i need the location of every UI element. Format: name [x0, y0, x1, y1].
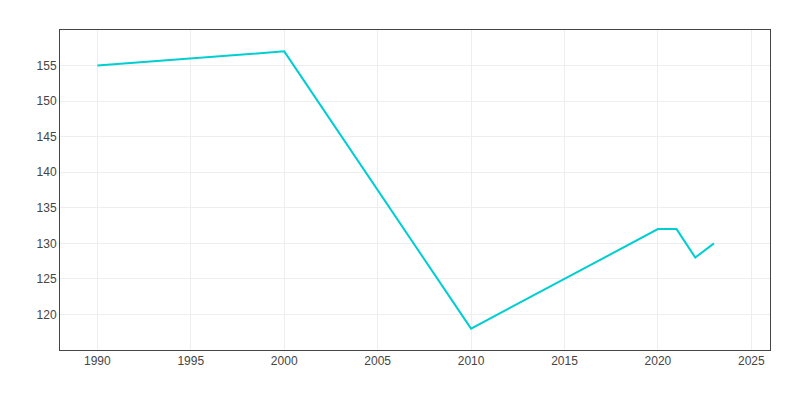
svg-text:2000: 2000	[271, 354, 298, 368]
svg-text:140: 140	[37, 165, 57, 179]
svg-text:125: 125	[37, 272, 57, 286]
svg-text:155: 155	[37, 59, 57, 73]
svg-text:2015: 2015	[551, 354, 578, 368]
svg-text:1995: 1995	[177, 354, 204, 368]
svg-text:150: 150	[37, 94, 57, 108]
svg-text:2005: 2005	[364, 354, 391, 368]
svg-text:2010: 2010	[458, 354, 485, 368]
svg-text:1990: 1990	[84, 354, 111, 368]
svg-text:145: 145	[37, 130, 57, 144]
svg-text:2025: 2025	[738, 354, 765, 368]
svg-text:2020: 2020	[645, 354, 672, 368]
svg-text:120: 120	[37, 308, 57, 322]
svg-text:130: 130	[37, 237, 57, 251]
svg-text:135: 135	[37, 201, 57, 215]
